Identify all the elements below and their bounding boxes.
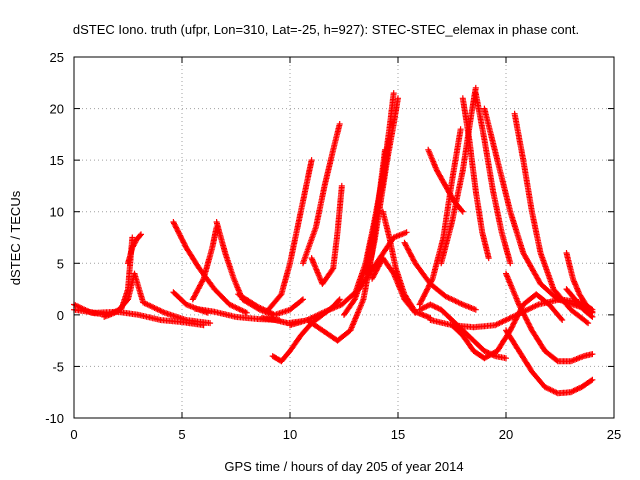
marker-trace <box>511 110 592 327</box>
series-arc-11 <box>265 157 315 313</box>
x-tick-label: 0 <box>70 427 77 442</box>
marker-trace <box>189 224 220 303</box>
marker-trace <box>308 182 345 287</box>
series-arc-07 <box>189 224 220 303</box>
y-tick-label: 10 <box>50 205 64 220</box>
x-tick-label: 15 <box>391 427 405 442</box>
marker-trace <box>170 219 250 316</box>
series-arc-35 <box>416 301 509 362</box>
y-tick-label: 5 <box>57 256 64 271</box>
series-arc-36 <box>563 250 596 316</box>
marker-trace <box>265 157 315 313</box>
y-tick-label: 20 <box>50 102 64 117</box>
series-arc-13 <box>300 121 343 267</box>
series-arc-10 <box>235 291 306 318</box>
axis-ticks: 0 5 10 15 20 25 -10 -5 0 5 10 15 20 25 <box>45 50 621 442</box>
series-arc-28 <box>472 90 514 267</box>
marker-trace <box>503 270 596 365</box>
series-arc-30 <box>511 110 592 327</box>
chart-title: dSTEC Iono. truth (ufpr, Lon=310, Lat=-2… <box>73 22 579 37</box>
y-tick-label: -10 <box>45 411 64 426</box>
marker-trace <box>369 255 419 316</box>
series-arc-03 <box>125 231 144 267</box>
marker-trace <box>300 121 343 267</box>
marker-trace <box>416 301 509 362</box>
x-tick-label: 20 <box>499 427 513 442</box>
marker-trace <box>125 231 144 267</box>
series-arc-33 <box>503 270 596 365</box>
y-tick-label: 15 <box>50 153 64 168</box>
x-tick-label: 10 <box>283 427 297 442</box>
y-tick-label: 0 <box>57 308 64 323</box>
x-tick-label: 5 <box>178 427 185 442</box>
series-arc-27 <box>459 95 492 262</box>
marker-trace <box>459 95 492 262</box>
marker-trace <box>472 90 514 267</box>
series-arc-16 <box>308 182 345 287</box>
marker-trace <box>364 95 401 277</box>
series-arc-37 <box>563 286 596 320</box>
series-arc-25 <box>416 126 464 308</box>
x-axis-label: GPS time / hours of day 205 of year 2014 <box>224 459 463 474</box>
marker-trace <box>503 327 596 397</box>
series-arc-34 <box>503 327 596 397</box>
series-arc-05 <box>170 219 250 316</box>
plot-frame <box>73 56 615 419</box>
x-tick-label: 25 <box>607 427 621 442</box>
data-points <box>71 84 596 397</box>
marker-trace <box>563 286 596 320</box>
marker-trace <box>235 291 306 318</box>
y-axis-label: dSTEC / TECUs <box>8 190 23 285</box>
y-tick-label: -5 <box>52 359 64 374</box>
y-tick-label: 25 <box>50 50 64 65</box>
marker-trace <box>563 250 596 316</box>
series-arc-20 <box>364 95 401 277</box>
series-arc-22 <box>369 255 419 316</box>
marker-trace <box>416 126 464 308</box>
